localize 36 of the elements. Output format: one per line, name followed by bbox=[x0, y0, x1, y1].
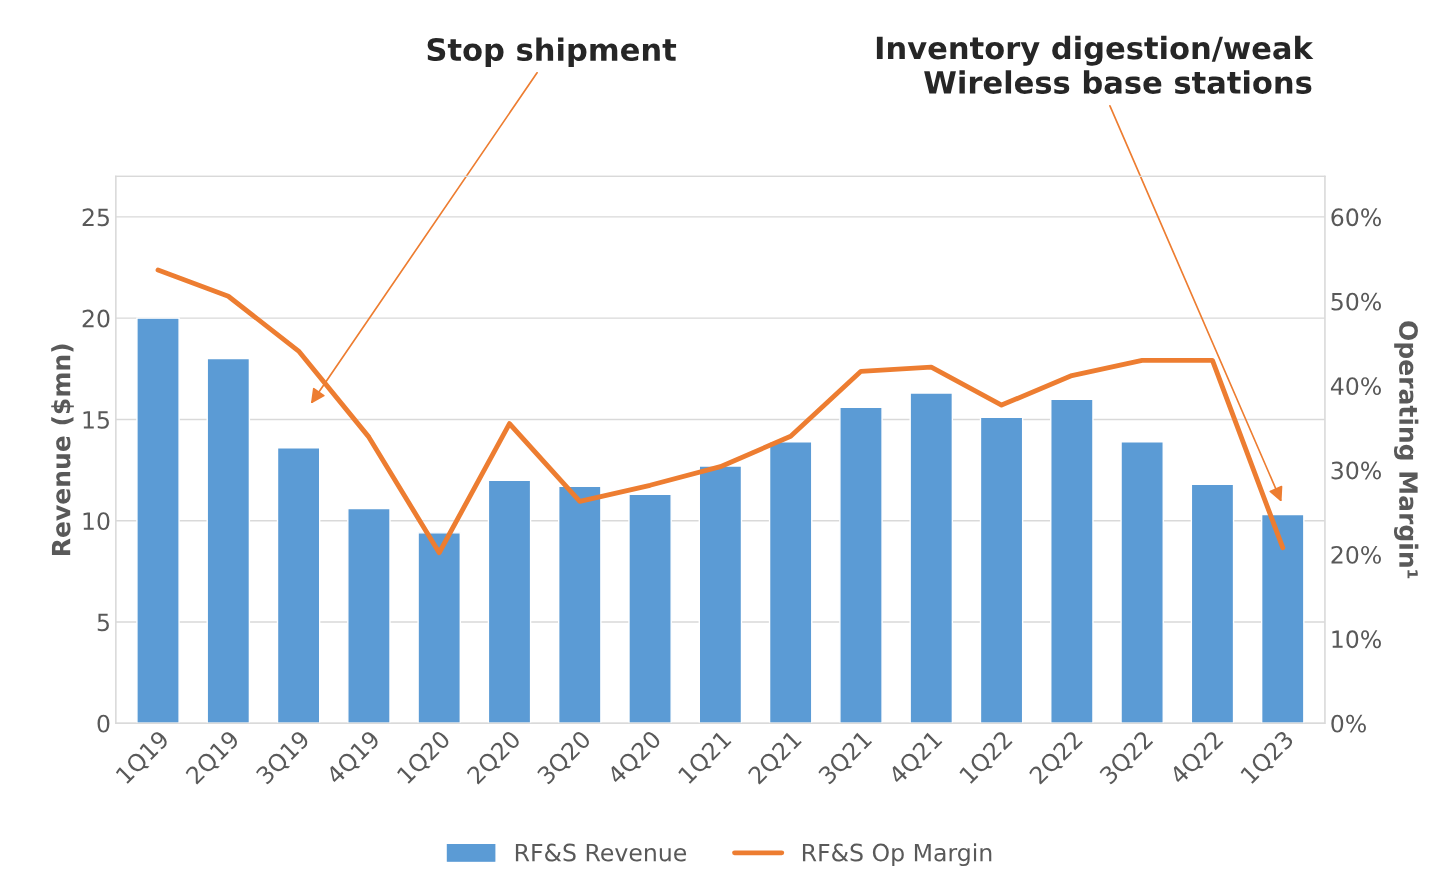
y2-axis-title: Operating Margin¹ bbox=[1393, 321, 1419, 579]
bar bbox=[417, 532, 461, 724]
y2-tick-label: 60% bbox=[1331, 208, 1381, 227]
bar bbox=[206, 357, 251, 724]
y-tick-label: 0 bbox=[97, 714, 110, 733]
y-axis-title: Revenue ($mn) bbox=[51, 344, 74, 555]
bar bbox=[276, 447, 321, 724]
y2-tick-label: 0% bbox=[1331, 714, 1366, 733]
text: Stop shipment bbox=[427, 37, 677, 68]
y-tick-label: 5 bbox=[97, 613, 109, 632]
y-tick-label: 15 bbox=[83, 411, 109, 429]
legend-label: RF&S Revenue bbox=[515, 843, 687, 862]
bar bbox=[1190, 483, 1235, 724]
bar bbox=[698, 465, 743, 724]
legend-label: RF&S Op Margin bbox=[802, 843, 992, 867]
bar bbox=[839, 406, 883, 724]
bar bbox=[979, 416, 1024, 724]
y-tick-label: 25 bbox=[82, 208, 109, 227]
y2-tick-label: 50% bbox=[1331, 292, 1381, 311]
bar bbox=[136, 317, 180, 724]
y2-tick-label: 30% bbox=[1331, 461, 1381, 480]
bar bbox=[909, 392, 954, 724]
y2-tick-label: 40% bbox=[1330, 377, 1381, 395]
y2-tick-label: 10% bbox=[1332, 630, 1381, 649]
bar bbox=[1050, 398, 1094, 724]
bar bbox=[1120, 441, 1164, 724]
y-tick-label: 10 bbox=[83, 512, 110, 531]
y-tick-label: 20 bbox=[82, 309, 110, 328]
bar bbox=[558, 485, 602, 724]
bar bbox=[628, 493, 672, 724]
bar bbox=[487, 479, 532, 724]
bar bbox=[1260, 513, 1305, 724]
text: Inventory digestion/weak Wireless base stations bbox=[876, 35, 1314, 94]
y2-tick-label: 20% bbox=[1331, 545, 1381, 564]
bar bbox=[768, 441, 813, 724]
bar bbox=[347, 507, 391, 724]
